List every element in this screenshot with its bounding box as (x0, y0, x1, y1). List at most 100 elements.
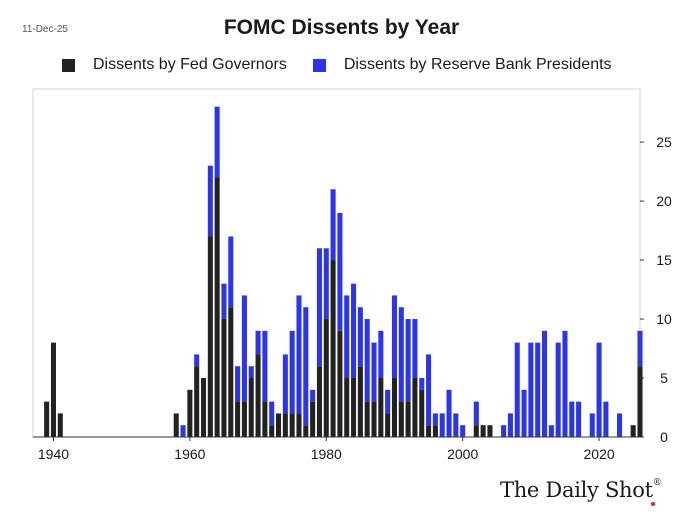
bar-governors (630, 425, 636, 437)
bar-governors (405, 401, 411, 437)
bar-governors (255, 354, 261, 437)
bar-governors (473, 425, 479, 437)
brand-name: The Daily Shot (500, 478, 653, 502)
bar-governors (323, 319, 329, 437)
bar-governors (426, 425, 432, 437)
bar-governors (391, 378, 397, 437)
legend-item-governors: Dissents by Fed Governors (62, 56, 287, 74)
bar-governors (432, 425, 438, 437)
bar-presidents (269, 401, 275, 426)
chart-title: FOMC Dissents by Year (223, 16, 460, 39)
bar-governors (351, 378, 357, 437)
bar-governors (214, 177, 220, 437)
bar-presidents (316, 248, 322, 367)
bar-presidents (521, 389, 527, 437)
bar-presidents (364, 319, 370, 402)
bar-governors (364, 401, 370, 437)
bar-presidents (514, 342, 520, 437)
brand-registered-mark: ® (652, 478, 662, 488)
bar-presidents (617, 413, 623, 437)
y-tick-label: 0 (660, 429, 668, 445)
bar-governors (378, 378, 384, 437)
x-tick-label: 1960 (174, 446, 205, 462)
bar-presidents (548, 425, 554, 437)
chart-legend: Dissents by Fed Governors Dissents by Re… (62, 56, 612, 74)
plot-frame (32, 88, 641, 438)
brand-logo: The Daily Shot® (500, 478, 662, 506)
bar-governors (262, 401, 268, 437)
bar-presidents (439, 413, 445, 437)
legend-item-presidents: Dissents by Reserve Bank Presidents (312, 56, 612, 74)
bar-presidents (501, 425, 507, 437)
bar-presidents (194, 354, 200, 367)
bar-governors (398, 401, 404, 437)
bar-presidents (255, 330, 261, 355)
bar-governors (207, 236, 213, 437)
bar-presidents (637, 330, 643, 367)
bar-presidents (596, 342, 602, 437)
bar-presidents (528, 342, 534, 437)
legend-label-presidents: Dissents by Reserve Bank Presidents (343, 56, 612, 73)
bar-governors (282, 413, 288, 437)
bar-presidents (180, 425, 186, 437)
bar-presidents (453, 413, 459, 437)
bar-governors (44, 401, 50, 437)
bar-presidents (535, 342, 541, 437)
bar-presidents (296, 295, 302, 414)
bar-presidents (337, 212, 343, 331)
bar-governors (487, 425, 493, 437)
bar-presidents (576, 401, 582, 437)
bar-governors (371, 401, 377, 437)
date-stamp: 11-Dec-25 (22, 24, 68, 35)
bar-governors (50, 342, 56, 437)
bar-governors (187, 389, 193, 437)
bar-governors (276, 413, 282, 437)
bar-presidents (426, 354, 432, 426)
bar-governors (337, 330, 343, 437)
bar-governors (228, 307, 234, 437)
bar-governors (480, 425, 486, 437)
bar-governors (221, 319, 227, 437)
bar-presidents (289, 330, 295, 414)
bar-presidents (371, 342, 377, 402)
bar-governors (310, 401, 316, 437)
x-tick-label: 2020 (584, 446, 615, 462)
bar-governors (289, 413, 295, 437)
bar-presidents (214, 106, 220, 178)
bar-presidents (330, 189, 336, 261)
y-tick-label: 25 (656, 134, 672, 150)
y-tick-label: 5 (660, 370, 668, 386)
bar-presidents (385, 389, 391, 414)
bar-governors (316, 366, 322, 437)
legend-label-governors: Dissents by Fed Governors (93, 56, 287, 73)
bar-governors (173, 413, 179, 437)
bar-presidents (412, 319, 418, 379)
bar-presidents (282, 354, 288, 414)
bar-presidents (235, 366, 241, 402)
bar-presidents (603, 401, 609, 437)
bar-governors (235, 401, 241, 437)
y-tick-label: 10 (656, 311, 672, 327)
bar-governors (296, 413, 302, 437)
legend-swatch-governors (62, 58, 75, 72)
bar-governors (194, 366, 200, 437)
bar-presidents (507, 413, 513, 437)
bar-presidents (248, 366, 254, 379)
bar-presidents (555, 342, 561, 437)
x-tick-label: 1940 (38, 446, 69, 462)
bar-governors (241, 401, 247, 437)
bar-presidents (344, 295, 350, 379)
bar-governors (303, 425, 309, 437)
bar-governors (57, 413, 63, 437)
y-tick-label: 20 (656, 193, 672, 209)
bar-presidents (310, 389, 316, 402)
bar-presidents (473, 401, 479, 426)
bar-presidents (589, 413, 595, 437)
bar-presidents (391, 295, 397, 379)
bar-presidents (207, 165, 213, 237)
y-tick-label: 15 (656, 252, 672, 268)
x-tick-label: 1980 (311, 446, 342, 462)
x-tick-label: 2000 (447, 446, 478, 462)
bar-governors (637, 366, 643, 437)
